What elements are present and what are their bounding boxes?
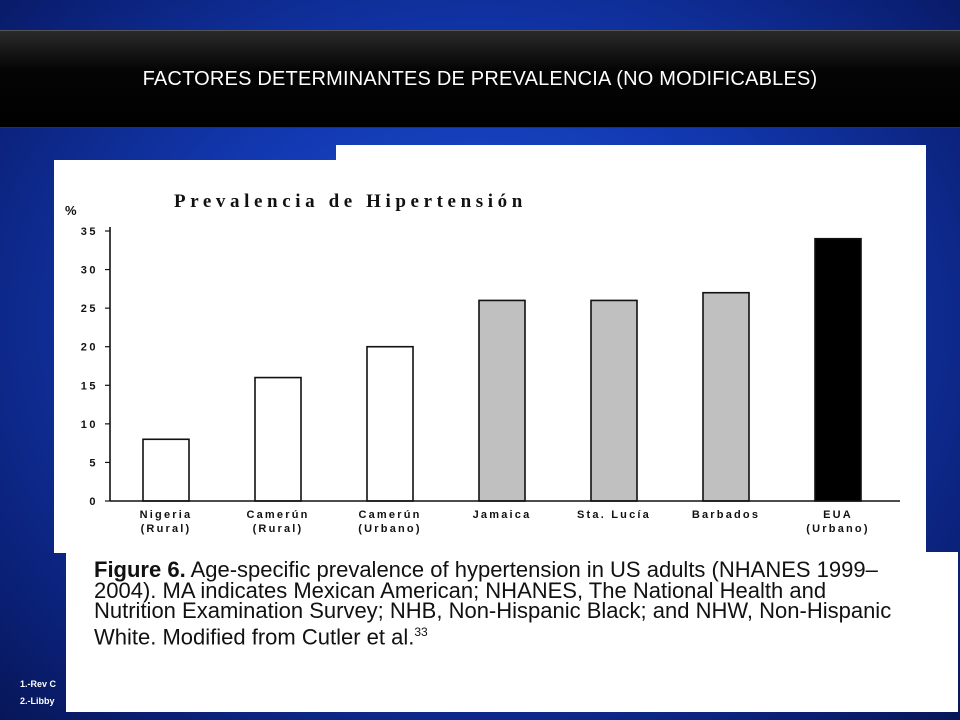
figure-caption: Figure 6. Age-specific prevalence of hyp… [94,557,894,649]
caption-text: Age-specific prevalence of hypertension … [94,557,892,649]
chart-title: Prevalencia de Hipertensión [174,191,527,212]
x-tick-label: Jamaica [473,509,532,521]
x-tick-label: Camerún [246,509,309,521]
bars [142,237,862,502]
y-axis-ticks: 0 5 10 15 20 25 30 35 [81,226,110,508]
x-tick-label: (Urbano) [806,523,869,535]
x-tick-label: Sta. Lucía [577,509,651,521]
bar [254,376,302,502]
x-axis-labels: Nigeria (Rural) Camerún (Rural) Camerún (Urba… [140,509,869,535]
y-tick-label: 0 [89,496,98,508]
bar [814,237,862,502]
bar [702,291,750,502]
bar [142,438,190,502]
x-tick-label: (Rural) [253,523,304,535]
y-tick-label: 30 [81,265,98,277]
x-tick-label: (Urbano) [358,523,421,535]
title-bar: FACTORES DETERMINANTES DE PREVALENCIA (N… [0,30,960,128]
slide-title: FACTORES DETERMINANTES DE PREVALENCIA (N… [142,67,818,90]
bar [478,299,526,502]
y-tick-label: 15 [81,380,98,392]
x-tick-label: Camerún [358,509,421,521]
caption-label: Figure 6. [94,557,186,582]
x-tick-label: (Rural) [141,523,192,535]
y-tick-label: 20 [81,342,98,354]
y-tick-label: 25 [81,303,98,315]
reference-1: 1.-Rev C [20,679,57,689]
x-tick-label: Barbados [692,509,760,521]
caption-superscript: 33 [414,624,428,639]
y-axis-label: % [65,203,77,218]
prevalence-chart: Prevalencia de Hipertensión % 0 5 10 15 20 25… [65,191,900,535]
y-tick-label: 35 [81,226,98,238]
caption-panel [66,552,958,712]
references: 1.-Rev C 2.-Libby [20,676,56,710]
y-tick-label: 10 [81,419,98,431]
reference-2: 2.-Libby [20,696,55,706]
y-tick-label: 5 [89,457,98,469]
bar [590,299,638,502]
bar [366,345,414,502]
x-tick-label: Nigeria [140,509,193,521]
x-tick-label: EUA [823,509,853,521]
